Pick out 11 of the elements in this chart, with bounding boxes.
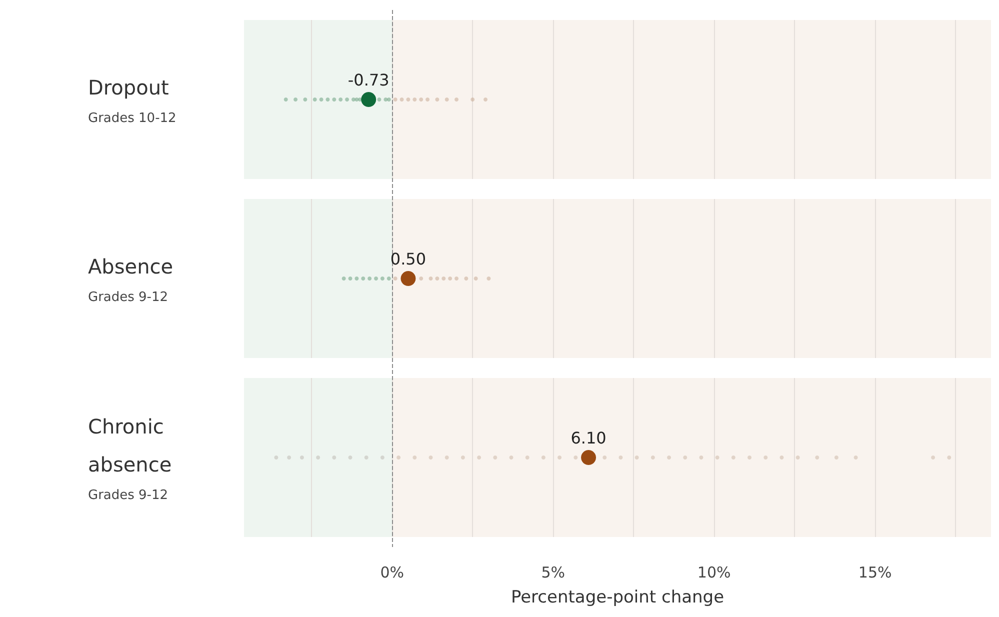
x-tick-label: 10% xyxy=(697,564,731,582)
y-tick-label: Chronic absence Grades 9-12 xyxy=(88,414,172,503)
x-tick-label: 15% xyxy=(858,564,892,582)
x-tick-label: 0% xyxy=(380,564,404,582)
data-label: 6.10 xyxy=(570,428,606,448)
y-tick-label: Dropout Grades 10-12 xyxy=(88,76,176,126)
x-tick-label: 5% xyxy=(541,564,565,582)
x-axis-title: Percentage-point change xyxy=(510,588,724,608)
data-label: -0.73 xyxy=(348,70,390,90)
y-tick-label: Absence Grades 9-12 xyxy=(88,254,174,305)
data-label: 0.50 xyxy=(390,250,426,268)
